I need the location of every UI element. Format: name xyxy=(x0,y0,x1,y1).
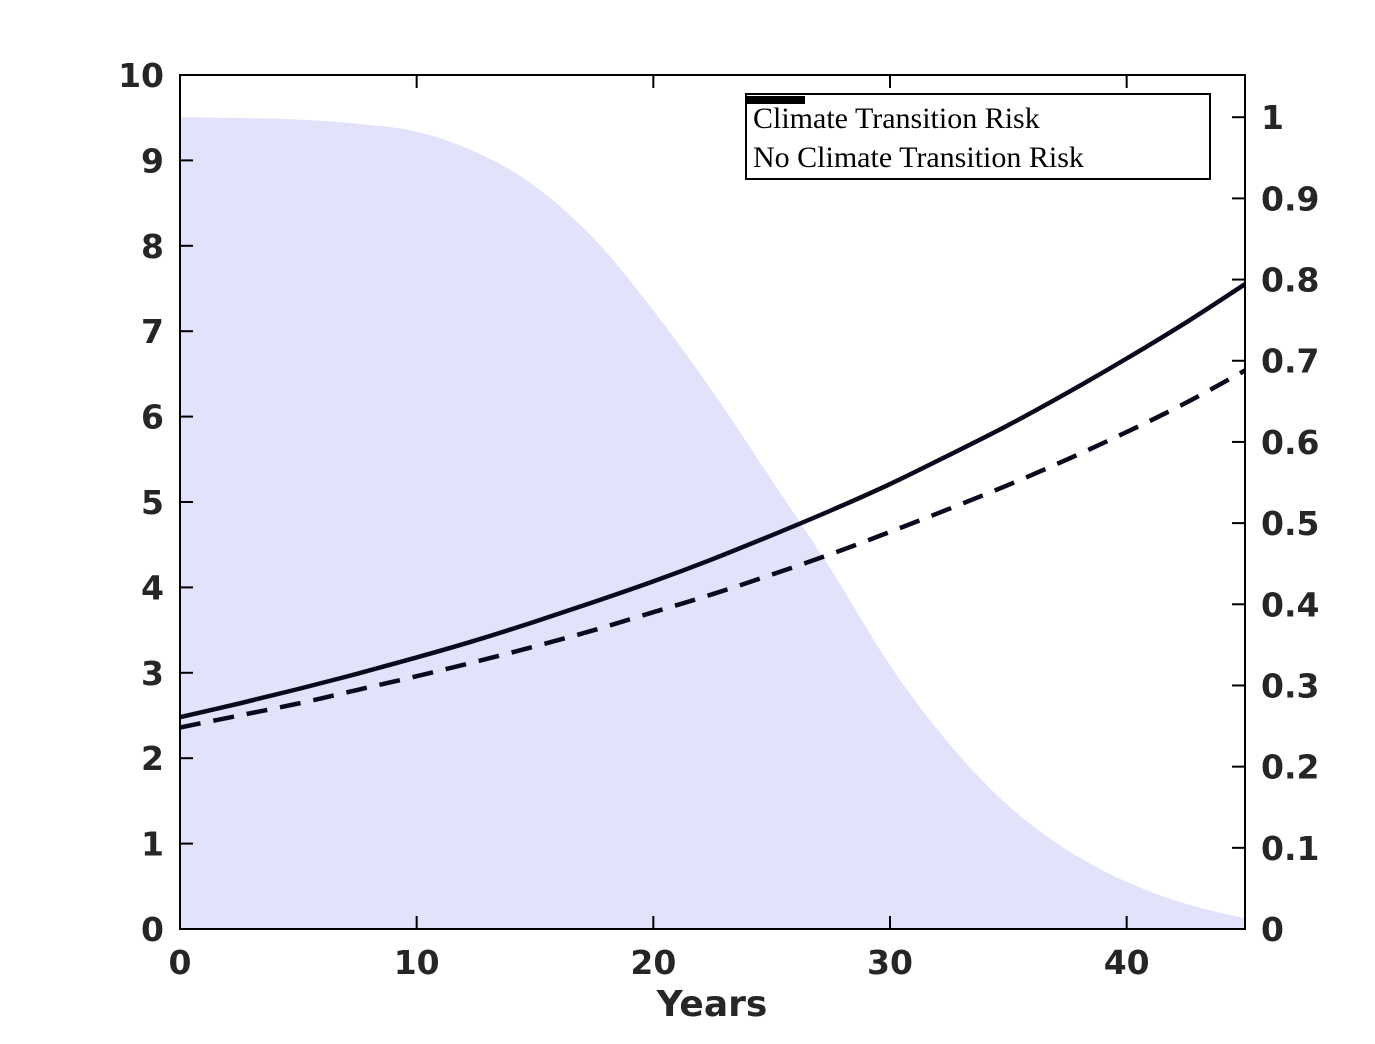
x-axis-label: Years xyxy=(656,984,768,1025)
tick-label: 4 xyxy=(141,568,164,607)
axis-ticks xyxy=(179,74,1245,930)
tick-label: 5 xyxy=(141,483,164,522)
legend-entry-no-climate-risk: No Climate Transition Risk xyxy=(747,96,1209,178)
tick-label: 0.4 xyxy=(1261,585,1319,624)
tick-label: 10 xyxy=(394,943,440,982)
curve-dashed xyxy=(179,368,1247,730)
tick-label: 20 xyxy=(630,943,676,982)
tick-label: 1 xyxy=(1261,98,1284,137)
tick-label: 1 xyxy=(141,825,164,864)
legend-label: No Climate Transition Risk xyxy=(753,141,1084,175)
tick-label: 9 xyxy=(141,141,164,180)
tick-label: 0.5 xyxy=(1261,504,1319,543)
tick-label: 0 xyxy=(169,943,192,982)
tick-label: 8 xyxy=(141,227,164,266)
tick-label: 40 xyxy=(1104,943,1150,982)
axis-tick-labels: 0 10 20 30 40 0 1 2 3 4 5 6 7 8 9 10 0 0.1 0.2 0.3 0.4 0.5 0.6… xyxy=(118,56,1319,982)
tick-label: 10 xyxy=(118,56,164,95)
tick-label: 2 xyxy=(141,739,164,778)
tick-label: 7 xyxy=(141,312,164,351)
tick-label: 0 xyxy=(1261,910,1284,949)
tick-label: 0.2 xyxy=(1261,748,1319,787)
dashed-line-icon xyxy=(747,96,805,104)
probability-area xyxy=(180,117,1245,929)
shaded-area xyxy=(180,117,1245,929)
tick-label: 0.3 xyxy=(1261,666,1319,705)
tick-label: 6 xyxy=(141,398,164,437)
tick-label: 3 xyxy=(141,654,164,693)
tick-label: 0.8 xyxy=(1261,261,1319,300)
curves xyxy=(179,282,1247,730)
legend-entry-climate-risk: Climate Transition Risk xyxy=(747,96,1209,138)
legend-label: Climate Transition Risk xyxy=(753,101,1040,135)
tick-label: 0.7 xyxy=(1261,342,1319,381)
tick-label: 0 xyxy=(141,910,164,949)
legend: Climate Transition Risk No Climate Trans… xyxy=(745,93,1211,180)
curve-solid xyxy=(179,282,1247,720)
tick-label: 30 xyxy=(867,943,913,982)
tick-label: 0.6 xyxy=(1261,423,1319,462)
tick-label: 0.9 xyxy=(1261,179,1319,218)
tick-label: 0.1 xyxy=(1261,829,1319,868)
